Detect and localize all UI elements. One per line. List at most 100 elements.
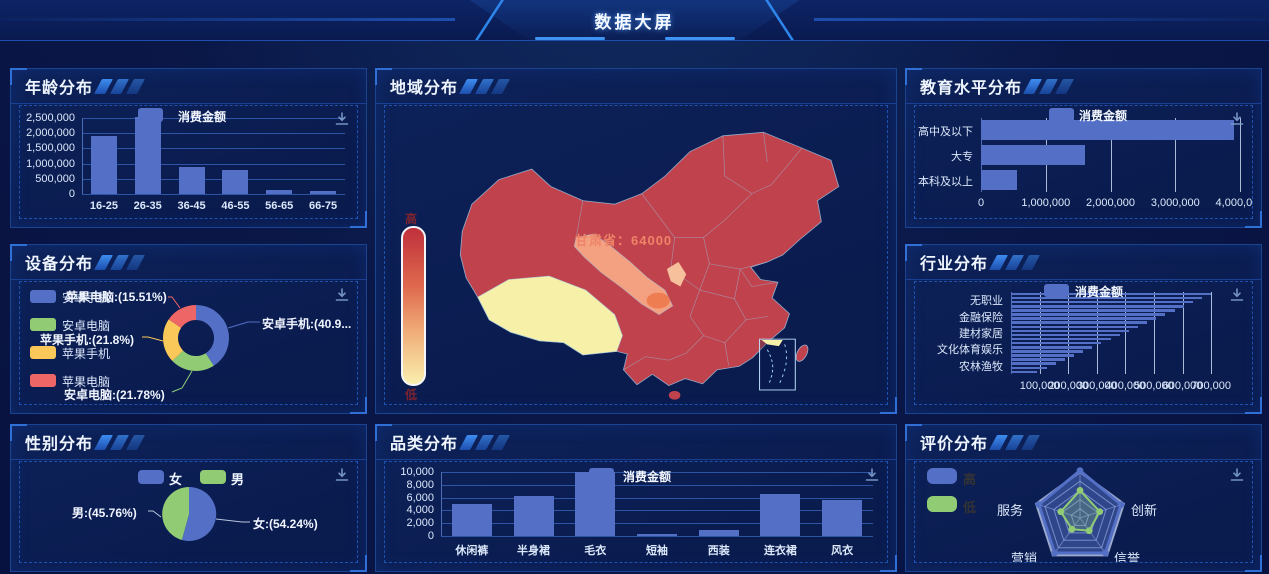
bar[interactable]: [1011, 370, 1038, 374]
radar-series[interactable]: [1059, 488, 1101, 532]
pie-slice[interactable]: [196, 305, 230, 366]
bar[interactable]: [1011, 358, 1065, 361]
bar[interactable]: [1011, 296, 1202, 300]
bar[interactable]: [698, 529, 739, 536]
gridline: [82, 178, 345, 180]
legend-swatch[interactable]: [30, 374, 56, 387]
bar[interactable]: [90, 136, 117, 194]
bar[interactable]: [1011, 362, 1056, 365]
legend-label[interactable]: 苹果手机: [62, 347, 111, 361]
legend-swatch[interactable]: [30, 318, 56, 331]
header-bottom-accent-left: [535, 37, 605, 40]
legend-swatch[interactable]: [30, 290, 56, 303]
bar[interactable]: [310, 190, 337, 194]
legend-label[interactable]: 男: [231, 472, 245, 487]
bar[interactable]: [222, 170, 249, 194]
legend-label[interactable]: 消费金额: [1075, 285, 1124, 299]
download-icon[interactable]: [864, 467, 880, 483]
legend-label[interactable]: 安卓手机: [62, 291, 111, 305]
panel-title: 地域分布: [376, 69, 896, 104]
y-axis-label: 无职业: [970, 295, 1003, 308]
gridline: [441, 484, 873, 486]
legend-label[interactable]: 高: [963, 472, 977, 487]
pie-slice[interactable]: [168, 304, 196, 328]
bar[interactable]: [1011, 305, 1184, 308]
slice-callout: 男:(45.76%): [72, 506, 137, 520]
y-axis-line: [1011, 292, 1012, 374]
y-axis-label: 2,500,000: [26, 112, 75, 124]
bar[interactable]: [1011, 341, 1102, 345]
legend-label[interactable]: 消费金额: [1079, 109, 1128, 123]
legend-swatch[interactable]: [30, 346, 56, 359]
legend-label[interactable]: 消费金额: [623, 470, 672, 484]
bar[interactable]: [1011, 350, 1083, 353]
bar[interactable]: [513, 496, 554, 536]
china-map-svg: [459, 131, 840, 400]
bar[interactable]: [178, 166, 205, 194]
bar[interactable]: [981, 145, 1085, 165]
bar[interactable]: [1011, 292, 1212, 296]
bar[interactable]: [575, 472, 616, 536]
bar[interactable]: [1011, 329, 1129, 333]
bar[interactable]: [1011, 313, 1166, 316]
bar[interactable]: [134, 116, 161, 194]
bar[interactable]: [1011, 346, 1093, 349]
legend-label[interactable]: 低: [963, 500, 977, 515]
download-icon[interactable]: [334, 287, 350, 303]
bar[interactable]: [637, 534, 677, 536]
y-axis-label: 建材家居: [959, 327, 1003, 340]
map-region-tibet[interactable]: [477, 275, 623, 356]
download-icon[interactable]: [1229, 467, 1245, 483]
legend-swatch[interactable]: [927, 496, 957, 512]
map-hainan[interactable]: [668, 390, 681, 400]
bar[interactable]: [1011, 321, 1148, 324]
y-axis-label: 1,000,000: [26, 157, 75, 170]
pie-slice[interactable]: [172, 350, 214, 371]
panel-title-text: 性别分布: [25, 436, 94, 453]
bar[interactable]: [981, 120, 1234, 141]
bar[interactable]: [1011, 300, 1193, 304]
y-axis-label: 10,000: [400, 466, 434, 478]
bar[interactable]: [1011, 354, 1074, 357]
callout-leader-line: [168, 296, 181, 309]
bar[interactable]: [1011, 337, 1111, 341]
bar[interactable]: [1011, 317, 1157, 320]
download-icon[interactable]: [1229, 287, 1245, 303]
visualmap-gradient-bar[interactable]: [401, 226, 426, 386]
legend-label[interactable]: 女: [169, 472, 183, 487]
map-region-gansu[interactable]: [573, 233, 674, 315]
legend-swatch[interactable]: [1049, 108, 1074, 122]
radar-series[interactable]: [1037, 468, 1123, 555]
page-title: 数据大屏: [594, 12, 675, 32]
map-region-ningxia[interactable]: [666, 262, 687, 287]
legend-swatch[interactable]: [1044, 284, 1069, 297]
bar[interactable]: [1011, 325, 1138, 329]
x-axis-label: 4,000,000: [1215, 197, 1253, 209]
legend-label[interactable]: 安卓电脑: [62, 319, 111, 333]
download-icon[interactable]: [1229, 111, 1245, 127]
pie-slice[interactable]: [162, 487, 189, 540]
bar[interactable]: [760, 494, 801, 536]
legend-label[interactable]: 苹果电脑: [62, 375, 111, 389]
bar[interactable]: [1011, 309, 1175, 312]
y-axis-line: [82, 118, 83, 194]
download-icon[interactable]: [334, 467, 350, 483]
pie-slice[interactable]: [163, 319, 184, 361]
legend-swatch[interactable]: [927, 468, 957, 484]
bar[interactable]: [1011, 333, 1120, 337]
bar[interactable]: [266, 190, 293, 194]
bar[interactable]: [1011, 366, 1047, 370]
map-taiwan[interactable]: [794, 343, 811, 363]
legend-swatch[interactable]: [200, 470, 226, 484]
gridline: [441, 510, 873, 512]
y-axis-label: 大专: [951, 151, 973, 163]
pie-slice[interactable]: [181, 486, 217, 541]
download-icon[interactable]: [334, 111, 350, 127]
x-axis-label: 200,000: [1048, 380, 1089, 392]
legend-label[interactable]: 消费金额: [178, 110, 227, 124]
bar[interactable]: [822, 500, 863, 536]
bar[interactable]: [981, 169, 1018, 190]
gridline: [82, 133, 345, 135]
bar[interactable]: [451, 504, 492, 536]
legend-swatch[interactable]: [138, 470, 164, 484]
